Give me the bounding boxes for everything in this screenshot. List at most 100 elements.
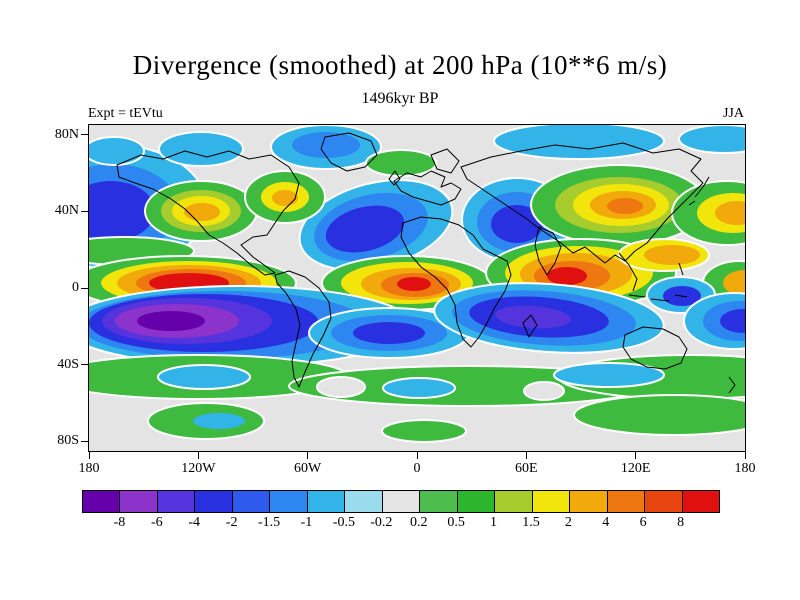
colorbar-tick-label: 8 bbox=[677, 515, 685, 530]
colorbar-tick-label: -4 bbox=[188, 515, 201, 530]
coastline bbox=[688, 176, 710, 206]
coastline bbox=[628, 294, 688, 302]
contour-region-scandinavia-green bbox=[365, 149, 437, 177]
contour-region-bottom-green-east bbox=[573, 394, 775, 436]
axis-tick bbox=[81, 364, 88, 366]
lat-tick-label: 0 bbox=[72, 280, 79, 295]
colorbar-segment bbox=[607, 491, 646, 512]
experiment-label: Expt = tEVtu bbox=[88, 106, 163, 121]
axis-tick bbox=[635, 452, 637, 459]
coastline bbox=[728, 376, 736, 394]
lon-tick-label: 120E bbox=[620, 461, 651, 476]
colorbar-segment bbox=[195, 491, 233, 512]
lon-tick-label: 180 bbox=[78, 461, 100, 476]
world-map bbox=[22, 122, 800, 451]
coastline bbox=[522, 314, 538, 338]
colorbar-segment bbox=[307, 491, 346, 512]
coastline bbox=[618, 252, 638, 292]
contour-region-arctic-blue-center bbox=[292, 132, 360, 158]
coastline bbox=[430, 148, 460, 174]
contour-region-west-namerica-orange bbox=[184, 203, 220, 221]
axis-tick bbox=[197, 452, 199, 459]
axis-tick bbox=[81, 210, 88, 212]
axis-tick bbox=[525, 452, 527, 459]
contour-region-south-pacific-purple bbox=[137, 311, 205, 331]
lat-tick-label: 40N bbox=[54, 203, 79, 219]
lon-tick-label: 0 bbox=[413, 461, 421, 476]
contour-region-east-namerica-orange bbox=[272, 190, 298, 206]
colorbar-segment bbox=[83, 491, 121, 512]
contour-region-west-pacific-warm-band bbox=[644, 245, 700, 265]
coastline bbox=[622, 326, 688, 370]
coastline bbox=[534, 226, 562, 276]
colorbar-tick-label: -2 bbox=[225, 515, 238, 530]
axis-tick bbox=[81, 440, 88, 442]
colorbar-tick-label: -0.2 bbox=[370, 515, 393, 530]
colorbar-tick-label: 1.5 bbox=[522, 515, 540, 530]
colorbar-tick-label: 4 bbox=[602, 515, 610, 530]
colorbar-segment bbox=[495, 491, 533, 512]
colorbar-tick-label: -1.5 bbox=[257, 515, 281, 530]
colorbar-segment bbox=[270, 491, 308, 512]
contour-region-africa-red bbox=[397, 277, 431, 291]
colorbar-tick-label: 1 bbox=[490, 515, 498, 530]
lat-tick-label: 80N bbox=[54, 126, 79, 142]
coastline bbox=[388, 170, 401, 186]
contour-region-topleft-cyan bbox=[83, 136, 145, 166]
coastline bbox=[678, 262, 684, 276]
coastline bbox=[116, 150, 300, 276]
contour-region-south-indian-blue bbox=[495, 305, 571, 329]
lat-tick-label: 40S bbox=[57, 356, 79, 372]
contour-region-southern-gap-1 bbox=[316, 376, 366, 398]
colorbar-segment bbox=[157, 491, 196, 512]
axis-tick bbox=[307, 452, 309, 459]
contour-region-alaska-cyan bbox=[158, 131, 244, 167]
colorbar-segment bbox=[232, 491, 271, 512]
lon-tick-label: 60W bbox=[294, 461, 322, 476]
contour-region-india-red bbox=[547, 267, 587, 285]
contour-region-bottom-green-west bbox=[193, 413, 245, 429]
colorbar-segment bbox=[645, 491, 683, 512]
colorbar-segment bbox=[345, 491, 383, 512]
colorbar-tick-label: 6 bbox=[639, 515, 647, 530]
colorbar-labels: -8 -6 -4 -2 -1.5 -1 -0.5 -0.2 0.2 0.5 1 1.5 2 4 6 8 bbox=[82, 515, 718, 533]
coastline bbox=[460, 142, 704, 264]
lat-tick-label: 80S bbox=[57, 433, 79, 449]
contour-region-arctic-cyan-east bbox=[493, 122, 665, 160]
axis-tick bbox=[81, 134, 88, 136]
axis-tick bbox=[416, 452, 418, 459]
plot-subtitle: 1496kyr BP bbox=[361, 90, 439, 107]
coastline bbox=[320, 132, 378, 172]
colorbar-tick-label: -1 bbox=[300, 515, 313, 530]
axis-tick bbox=[88, 452, 90, 459]
colorbar-segment bbox=[682, 491, 719, 512]
colorbar-segment bbox=[457, 491, 496, 512]
contour-region-corner-cyan-ne bbox=[678, 124, 770, 154]
contour-region-southern-cyan-2 bbox=[382, 377, 456, 399]
plot-title: Divergence (smoothed) at 200 hPa (10**6 … bbox=[132, 50, 668, 80]
axis-tick bbox=[81, 287, 88, 289]
colorbar-tick-label: -6 bbox=[150, 515, 163, 530]
lon-tick-label: 60E bbox=[515, 461, 538, 476]
colorbar-segment bbox=[532, 491, 571, 512]
contour-region-north-atlantic-blue bbox=[325, 205, 405, 253]
map-frame bbox=[22, 122, 800, 452]
coastline bbox=[274, 270, 332, 388]
colorbar-tick-label: 0.5 bbox=[447, 515, 465, 530]
contour-region-central-asia-blue bbox=[491, 205, 543, 243]
contour-region-southern-cyan-3 bbox=[553, 362, 665, 388]
colorbar-tick-label: -0.5 bbox=[332, 515, 355, 530]
contour-region-southern-gap-2 bbox=[523, 381, 565, 401]
colorbar-tick-label: 2 bbox=[564, 515, 572, 530]
colorbar-tick-label: -8 bbox=[113, 515, 126, 530]
contour-region-north-pacific-blue bbox=[67, 181, 155, 241]
contour-region-east-asia-orange bbox=[607, 198, 643, 214]
contour-region-bottom-green-center bbox=[381, 419, 467, 443]
colorbar-segment bbox=[570, 491, 608, 512]
coastline bbox=[400, 216, 512, 348]
colorbar bbox=[82, 490, 720, 513]
axis-tick bbox=[744, 452, 746, 459]
lon-tick-label: 180 bbox=[734, 461, 756, 476]
season-label: JJA bbox=[722, 106, 744, 121]
